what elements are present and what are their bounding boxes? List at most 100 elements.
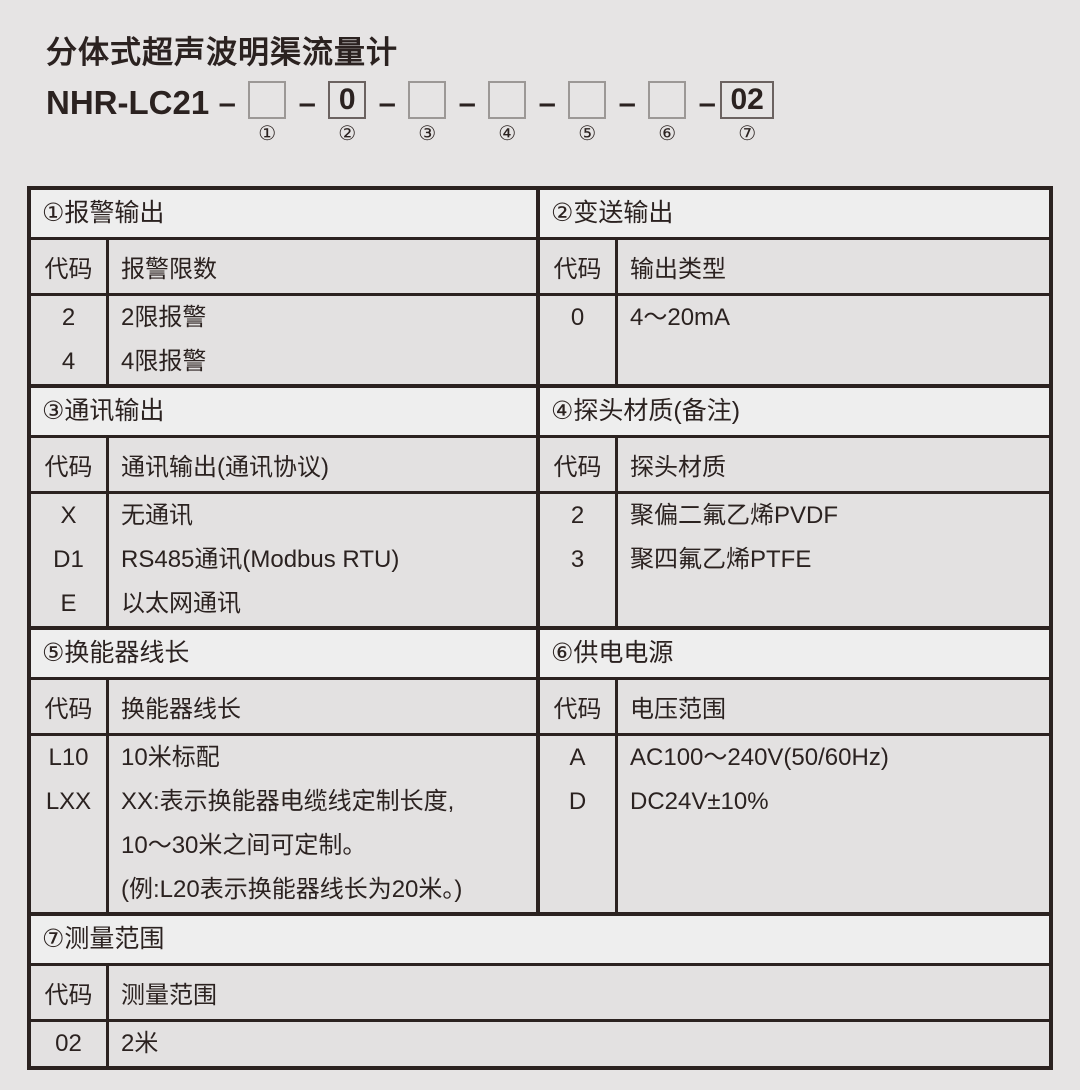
section-title: ④探头材质(备注) [540, 388, 1049, 438]
table-row-spacer [618, 868, 1049, 912]
model-position-4-box[interactable] [488, 81, 527, 120]
model-number-row: NHR-LC21 – ① – 0 ② – ③ – ④ – [46, 81, 1080, 144]
model-dash-0: – [218, 85, 236, 121]
table-row-code: X [60, 502, 77, 529]
table-row-code: L10 [48, 744, 89, 771]
band-section-7: ⑦测量范围 代码 测量范围 02 2米 [31, 912, 1049, 1066]
codes-column: 02 [31, 1022, 109, 1066]
column-header-row: 代码 测量范围 [31, 966, 1049, 1022]
table-row-desc: 以太网通讯 [121, 590, 241, 617]
table-row-desc: 10米标配 [121, 744, 220, 771]
table-row-code: 3 [570, 546, 585, 573]
descriptions-column: 2米 [109, 1022, 1049, 1066]
table-row-desc: 4限报警 [121, 348, 207, 375]
model-position-2-marker: ② [338, 123, 357, 146]
model-dash-4: – [538, 85, 556, 121]
rows-wrapper: L10 LXX 10米标配 XX:表示换能器电缆线定制长度, 10～30米之间可… [31, 736, 536, 912]
table-row-spacer [540, 582, 615, 626]
column-header-code: 代码 [540, 240, 618, 293]
document-header: 分体式超声波明渠流量计 NHR-LC21 – ① – 0 ② – ③ – ④ [0, 0, 1080, 144]
model-position-5: ⑤ [565, 81, 609, 144]
table-row-spacer [618, 340, 1049, 384]
column-header-row: 代码 报警限数 [31, 240, 536, 296]
model-prefix: NHR-LC21 [46, 84, 210, 122]
column-header-code: 代码 [31, 240, 109, 293]
table-row-code: E [60, 590, 77, 617]
table-row-code: 02 [55, 1030, 82, 1057]
section-probe-material: ④探头材质(备注) 代码 探头材质 2 3 聚偏二氟乙烯PVDF 聚四氟乙烯PT… [540, 388, 1049, 626]
table-row-code: LXX [45, 788, 92, 815]
model-position-3-marker: ③ [418, 123, 437, 146]
rows-wrapper: 2 4 2限报警 4限报警 [31, 296, 536, 384]
section-alarm-output: ①报警输出 代码 报警限数 2 4 2限报警 4限报警 [31, 190, 540, 384]
model-position-7-marker: ⑦ [738, 123, 757, 146]
column-header-code: 代码 [540, 438, 618, 491]
model-position-5-box[interactable] [568, 81, 607, 120]
section-title: ⑤换能器线长 [31, 630, 536, 680]
table-row-desc: 4～20mA [630, 304, 731, 331]
column-header-desc: 测量范围 [121, 982, 217, 1009]
column-header-code: 代码 [31, 966, 109, 1019]
section-transmitter-output: ②变送输出 代码 输出类型 0 4～20mA [540, 190, 1049, 384]
column-header-row: 代码 换能器线长 [31, 680, 536, 736]
model-position-sequence: – ① – 0 ② – ③ – ④ – ⑤ [209, 81, 775, 146]
model-position-6-box[interactable] [648, 81, 687, 120]
model-position-6: ⑥ [645, 81, 689, 144]
column-header-desc: 报警限数 [121, 256, 217, 283]
table-row-code: 0 [570, 304, 585, 331]
rows-wrapper: X D1 E 无通讯 RS485通讯(Modbus RTU) 以太网通讯 [31, 494, 536, 626]
column-header-row: 代码 电压范围 [540, 680, 1049, 736]
model-position-3: ③ [405, 81, 449, 144]
table-row-code: A [569, 744, 586, 771]
column-header-desc: 电压范围 [630, 696, 726, 723]
table-row-desc: 聚四氟乙烯PTFE [630, 546, 812, 573]
table-row-code: D [568, 788, 587, 815]
specification-table: ①报警输出 代码 报警限数 2 4 2限报警 4限报警 ②变送输出 代码 输出类… [27, 186, 1053, 1070]
section-communication-output: ③通讯输出 代码 通讯输出(通讯协议) X D1 E 无通讯 RS485通讯(M… [31, 388, 540, 626]
rows-wrapper: 0 4～20mA [540, 296, 1049, 384]
column-header-desc: 探头材质 [630, 454, 726, 481]
descriptions-column: 10米标配 XX:表示换能器电缆线定制长度, 10～30米之间可定制。 (例:L… [109, 736, 536, 912]
band-sections-1-2: ①报警输出 代码 报警限数 2 4 2限报警 4限报警 ②变送输出 代码 输出类… [31, 190, 1049, 384]
column-header-row: 代码 输出类型 [540, 240, 1049, 296]
table-row-desc: 聚偏二氟乙烯PVDF [630, 502, 839, 529]
codes-column: 2 4 [31, 296, 109, 384]
model-position-5-marker: ⑤ [578, 123, 597, 146]
table-row-spacer [618, 824, 1049, 868]
codes-column: A D [540, 736, 618, 912]
table-row-desc: DC24V±10% [630, 788, 769, 815]
desc-line: XX:表示换能器电缆线定制长度, [121, 788, 455, 815]
descriptions-column: 4～20mA [618, 296, 1049, 384]
column-header-desc: 通讯输出(通讯协议) [121, 454, 329, 481]
column-header-desc: 换能器线长 [121, 696, 241, 723]
desc-line: (例:L20表示换能器线长为20米。) [121, 876, 463, 903]
model-position-1: ① [245, 81, 289, 144]
rows-wrapper: 02 2米 [31, 1022, 1049, 1066]
table-row-desc-multiline: XX:表示换能器电缆线定制长度, 10～30米之间可定制。 (例:L20表示换能… [109, 780, 536, 912]
section-title: ②变送输出 [540, 190, 1049, 240]
section-power-supply: ⑥供电电源 代码 电压范围 A D AC100～240V(50/60Hz) DC… [540, 630, 1049, 912]
descriptions-column: 2限报警 4限报警 [109, 296, 536, 384]
section-title: ①报警输出 [31, 190, 536, 240]
section-transducer-cable-length: ⑤换能器线长 代码 换能器线长 L10 LXX 10米标配 XX:表示换能器电缆… [31, 630, 540, 912]
table-row-code: D1 [53, 546, 84, 573]
model-position-3-box[interactable] [408, 81, 447, 120]
section-measuring-range: ⑦测量范围 代码 测量范围 02 2米 [31, 916, 1049, 1066]
page-title: 分体式超声波明渠流量计 [46, 35, 398, 70]
model-dash-2: – [378, 85, 396, 121]
model-position-7: 02 ⑦ [720, 81, 775, 146]
column-header-row: 代码 通讯输出(通讯协议) [31, 438, 536, 494]
model-position-1-box[interactable] [248, 81, 287, 120]
codes-column: 2 3 [540, 494, 618, 626]
column-header-code: 代码 [540, 680, 618, 733]
table-row-spacer [540, 868, 615, 912]
descriptions-column: 聚偏二氟乙烯PVDF 聚四氟乙烯PTFE [618, 494, 1049, 626]
table-row-spacer [618, 582, 1049, 626]
table-row-spacer [540, 824, 615, 868]
desc-line: 10～30米之间可定制。 [121, 832, 367, 859]
model-position-2-box[interactable]: 0 [328, 81, 367, 120]
table-row-desc: 2限报警 [121, 304, 207, 331]
column-header-code: 代码 [31, 438, 109, 491]
rows-wrapper: A D AC100～240V(50/60Hz) DC24V±10% [540, 736, 1049, 912]
model-position-7-box[interactable]: 02 [720, 81, 775, 120]
